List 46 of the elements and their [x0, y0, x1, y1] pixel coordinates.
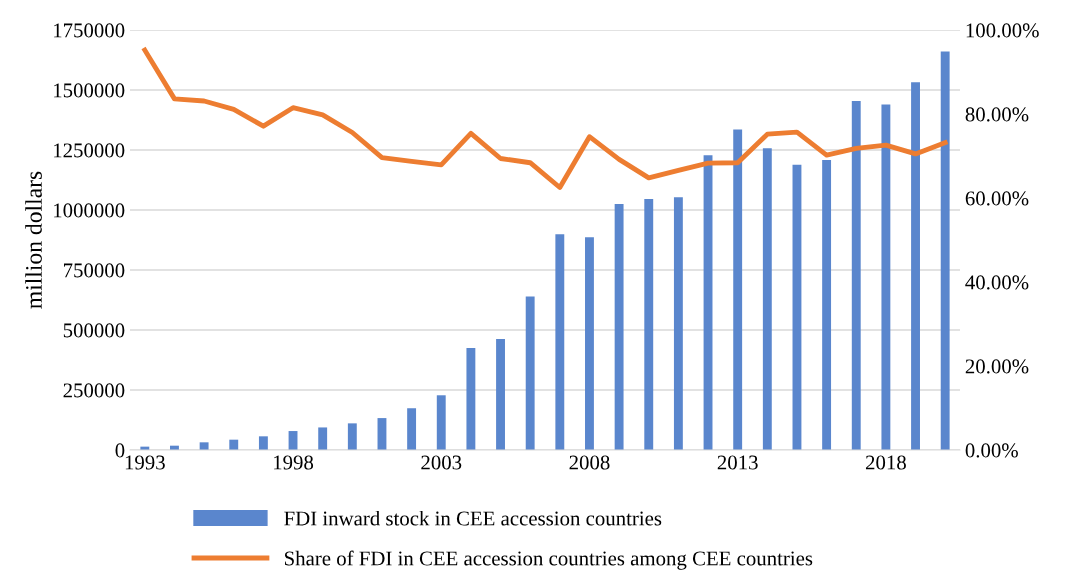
y2-tick-label: 20.00% — [965, 359, 1029, 374]
y-tick-label: 0 — [115, 443, 125, 458]
bar — [318, 427, 328, 450]
bar — [911, 82, 920, 450]
bar — [199, 442, 209, 450]
bar — [940, 51, 950, 450]
y2-tick-label: 0.00% — [965, 443, 1018, 458]
bar — [762, 148, 772, 450]
bar — [496, 339, 505, 450]
y2-tick-label: 60.00% — [965, 191, 1029, 206]
y-tick-label: 500000 — [63, 323, 125, 338]
line-series — [142, 47, 948, 190]
bar — [585, 237, 594, 450]
y-tick-label: 1000000 — [54, 203, 125, 218]
y2-tick-label: 100.00% — [966, 23, 1039, 38]
bar — [792, 164, 802, 450]
x-tick-label: 2003 — [421, 455, 462, 470]
bar — [436, 395, 446, 450]
bar — [644, 198, 654, 450]
bar — [822, 160, 832, 450]
bar — [407, 408, 417, 450]
bar — [614, 204, 624, 450]
y-tick-label: 1250000 — [54, 143, 125, 158]
bar — [673, 197, 683, 450]
y-axis-title: million dollars — [25, 171, 42, 309]
bar — [881, 104, 891, 450]
y-tick-label: 1750000 — [54, 23, 125, 38]
bar — [258, 436, 268, 450]
x-tick-label: 2018 — [865, 455, 906, 470]
y-tick-label: 750000 — [64, 263, 125, 278]
x-tick-label: 2008 — [569, 455, 610, 470]
y-tick-label: 250000 — [63, 383, 125, 398]
legend-label: FDI inward stock in CEE accession countries — [284, 510, 662, 526]
y2-tick-label: 80.00% — [965, 107, 1029, 122]
bar — [733, 129, 743, 450]
y-tick-label: 1500000 — [54, 83, 125, 98]
x-tick-label: 2013 — [717, 455, 758, 470]
x-tick-label: 1998 — [274, 455, 314, 470]
x-tick-label: 1993 — [125, 455, 165, 470]
bar — [555, 234, 565, 450]
bar — [347, 423, 357, 450]
y2-tick-label: 40.00% — [965, 275, 1029, 290]
bar — [525, 296, 535, 450]
legend-label: Share of FDI in CEE accession countries among CEE countries — [284, 550, 813, 570]
bar — [466, 348, 476, 450]
bar — [851, 101, 861, 450]
